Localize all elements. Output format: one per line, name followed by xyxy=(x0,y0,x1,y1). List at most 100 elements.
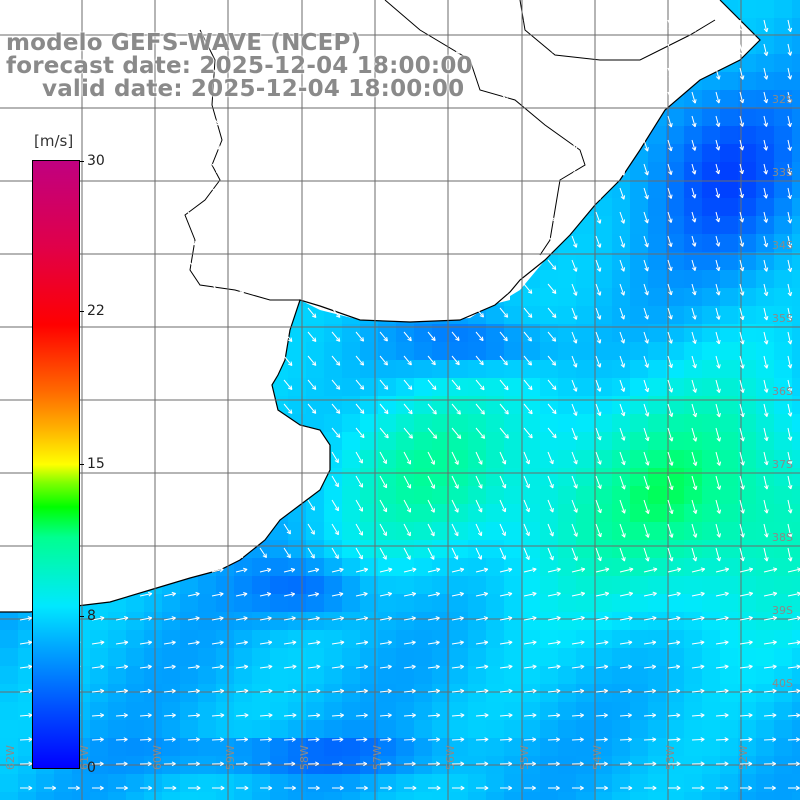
wind-arrow xyxy=(451,115,461,126)
field-cell xyxy=(450,738,469,757)
wind-arrow xyxy=(619,19,625,32)
wind-arrow xyxy=(643,115,649,128)
field-cell xyxy=(306,396,325,415)
field-cell xyxy=(234,648,253,667)
field-cell xyxy=(756,54,775,73)
field-cell xyxy=(792,144,800,163)
field-cell xyxy=(576,468,595,487)
field-cell xyxy=(414,612,433,631)
field-cell xyxy=(0,738,19,757)
field-cell xyxy=(648,522,667,541)
field-cell xyxy=(612,198,631,217)
field-cell xyxy=(486,504,505,523)
wind-arrow xyxy=(403,235,413,246)
wind-arrow xyxy=(91,163,100,174)
wind-arrow xyxy=(619,163,626,176)
field-cell xyxy=(648,702,667,721)
field-cell xyxy=(126,738,145,757)
wind-arrow xyxy=(643,43,649,56)
field-cell xyxy=(558,576,577,595)
field-cell xyxy=(558,396,577,415)
field-cell xyxy=(288,540,307,559)
field-cell xyxy=(414,396,433,415)
field-cell xyxy=(612,540,631,559)
field-cell xyxy=(126,774,145,793)
field-cell xyxy=(180,630,199,649)
wind-arrow xyxy=(763,307,769,321)
wind-arrow xyxy=(547,187,556,198)
field-cell xyxy=(432,594,451,613)
field-cell xyxy=(774,396,793,415)
field-cell xyxy=(792,612,800,631)
field-cell xyxy=(270,792,289,800)
field-cell xyxy=(792,630,800,649)
field-cell xyxy=(414,594,433,613)
wind-arrow xyxy=(235,307,245,318)
field-cell xyxy=(558,594,577,613)
field-cell xyxy=(648,360,667,379)
wind-arrow xyxy=(211,283,220,294)
field-cell xyxy=(630,486,649,505)
wind-arrow xyxy=(307,139,316,150)
field-cell xyxy=(252,666,271,685)
field-cell xyxy=(738,324,757,343)
field-cell xyxy=(612,774,631,793)
field-cell xyxy=(666,666,685,685)
colorbar-tick-0: 0 xyxy=(87,760,96,776)
field-cell xyxy=(378,342,397,361)
wind-arrow xyxy=(595,43,602,56)
wind-arrow xyxy=(283,187,292,198)
field-cell xyxy=(576,252,595,271)
field-cell xyxy=(522,324,541,343)
wind-arrow xyxy=(19,211,28,222)
wind-arrow xyxy=(739,187,744,199)
field-cell xyxy=(432,396,451,415)
field-cell xyxy=(54,774,73,793)
field-cell xyxy=(486,738,505,757)
field-cell xyxy=(252,684,271,703)
wind-arrow xyxy=(523,67,533,78)
field-cell xyxy=(468,774,487,793)
wind-arrow xyxy=(643,139,649,152)
wind-arrow xyxy=(691,91,697,104)
field-cell xyxy=(702,270,721,289)
field-cell xyxy=(558,522,577,541)
field-cell xyxy=(756,504,775,523)
wind-arrow xyxy=(427,19,436,30)
field-cell xyxy=(270,774,289,793)
wind-arrow xyxy=(595,163,602,176)
field-cell xyxy=(216,720,235,739)
field-cell xyxy=(144,666,163,685)
field-cell xyxy=(666,432,685,451)
field-cell xyxy=(324,630,343,649)
field-cell xyxy=(666,576,685,595)
field-cell xyxy=(576,360,595,379)
wind-arrow xyxy=(571,235,578,248)
field-cell xyxy=(576,648,595,667)
field-cell xyxy=(630,252,649,271)
lon-label: 57W xyxy=(371,745,384,770)
field-cell xyxy=(702,432,721,451)
field-cell xyxy=(522,558,541,577)
wind-arrow xyxy=(355,19,364,30)
field-cell xyxy=(270,576,289,595)
field-cell xyxy=(414,360,433,379)
field-cell xyxy=(666,378,685,397)
field-cell xyxy=(666,162,685,181)
field-cell xyxy=(666,342,685,361)
field-cell xyxy=(468,504,487,523)
wind-arrow xyxy=(547,91,556,102)
wind-arrow xyxy=(643,283,649,296)
field-cell xyxy=(18,774,37,793)
field-cell xyxy=(702,540,721,559)
wind-arrow xyxy=(139,163,149,174)
wind-arrow xyxy=(715,67,721,80)
field-cell xyxy=(522,342,541,361)
wind-arrow xyxy=(115,163,125,174)
field-cell xyxy=(306,576,325,595)
field-cell xyxy=(342,792,361,800)
field-cell xyxy=(324,414,343,433)
field-cell xyxy=(108,738,127,757)
field-cell xyxy=(342,486,361,505)
field-cell xyxy=(774,180,793,199)
